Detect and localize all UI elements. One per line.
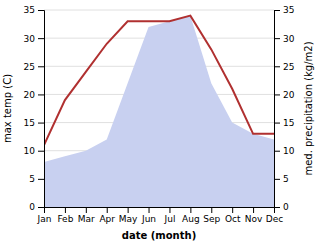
tick: 20	[274, 90, 295, 100]
tick-label: Nov	[245, 214, 263, 224]
axis-line	[275, 11, 281, 208]
tick-label: Feb	[57, 214, 73, 224]
tick-label: 25	[283, 62, 294, 72]
tick-label: 0	[283, 202, 289, 212]
tick-mark	[274, 123, 280, 124]
tick: Jul	[164, 207, 176, 224]
tick-mark	[38, 38, 44, 39]
tick-mark	[274, 179, 280, 180]
tick-label: 10	[283, 146, 295, 156]
y-axis-title: max temp (C)	[2, 74, 13, 143]
tick-label: Dec	[266, 214, 283, 224]
tick-label: Sep	[203, 214, 220, 224]
tick-label: May	[119, 214, 138, 224]
tick: 5	[29, 174, 44, 184]
tick-mark	[274, 66, 280, 67]
tick-label: 15	[283, 118, 294, 128]
tick: Jan	[37, 207, 52, 224]
tick-mark	[38, 123, 44, 124]
tick: 35	[24, 5, 44, 15]
tick-mark	[274, 38, 280, 39]
tick-label: 35	[283, 5, 294, 15]
tick-label: 35	[24, 5, 35, 15]
tick-mark	[38, 151, 44, 152]
precip-area	[44, 16, 274, 207]
tick: Sep	[203, 207, 220, 224]
x-axis-title: date (month)	[122, 230, 196, 241]
tick-mark	[38, 179, 44, 180]
tick-label: 15	[24, 118, 35, 128]
tick: May	[119, 207, 138, 224]
tick-mark	[232, 207, 233, 213]
marks	[44, 16, 274, 207]
y2-axis-title: med. precipitation (kg/m2)	[303, 41, 314, 175]
tick-label: 5	[29, 174, 35, 184]
tick: Dec	[266, 207, 283, 224]
tick: 30	[274, 34, 295, 44]
tick-mark	[107, 207, 108, 213]
tick: Jun	[141, 207, 156, 224]
tick: 0	[29, 202, 44, 212]
axis-line	[45, 208, 275, 214]
tick: Apr	[99, 207, 115, 224]
tick: Mar	[78, 207, 95, 224]
tick: 10	[24, 146, 44, 156]
tick-label: Jul	[164, 214, 176, 224]
tick-label: 5	[283, 174, 289, 184]
tick: 15	[274, 118, 294, 128]
tick-mark	[190, 207, 191, 213]
tick-mark	[274, 94, 280, 95]
tick-label: Jan	[37, 214, 52, 224]
tick-mark	[128, 207, 129, 213]
tick: Nov	[245, 207, 263, 224]
tick-label: 30	[283, 34, 295, 44]
tick-label: Jun	[141, 214, 156, 224]
tick-label: 20	[24, 90, 36, 100]
tick-mark	[38, 66, 44, 67]
tick-mark	[38, 94, 44, 95]
tick-label: Oct	[225, 214, 241, 224]
tick-mark	[38, 207, 44, 208]
tick: 0	[274, 202, 289, 212]
tick: Aug	[182, 207, 200, 224]
chart: JanFebMarAprMayJunJulAugSepOctNovDec0510…	[0, 0, 318, 247]
y2-axis: 0 5 10 15 20 25 30 35	[274, 5, 295, 212]
y-axis: 0 5 10 15 20 25 30 35	[24, 5, 45, 212]
tick: 25	[24, 62, 44, 72]
tick-label: Mar	[78, 214, 95, 224]
tick-label: Apr	[99, 214, 115, 224]
tick-label: 0	[29, 202, 35, 212]
tick-mark	[274, 10, 280, 11]
tick: 35	[274, 5, 294, 15]
tick-mark	[86, 207, 87, 213]
tick-mark	[65, 207, 66, 213]
tick: 30	[24, 34, 44, 44]
tick: 5	[274, 174, 289, 184]
tick-mark	[169, 207, 170, 213]
grid-line	[44, 10, 274, 11]
grid	[44, 10, 274, 207]
temp-line	[44, 16, 274, 145]
tick: 20	[24, 90, 44, 100]
tick: 10	[274, 146, 295, 156]
plot: JanFebMarAprMayJunJulAugSepOctNovDec0510…	[24, 5, 295, 224]
tick-label: 30	[24, 34, 36, 44]
x-axis: Jan Feb Mar Apr MayJun Jul AugSep Oct NovDec	[37, 207, 284, 224]
tick-mark	[38, 10, 44, 11]
tick-label: 20	[283, 90, 295, 100]
tick-label: Aug	[182, 214, 200, 224]
tick-mark	[274, 151, 280, 152]
tick-mark	[211, 207, 212, 213]
tick-mark	[253, 207, 254, 213]
axis-line	[38, 11, 45, 208]
tick-mark	[274, 207, 280, 208]
tick: Feb	[57, 207, 73, 224]
tick-label: 10	[24, 146, 36, 156]
tick: 25	[274, 62, 294, 72]
tick-mark	[149, 207, 150, 213]
tick: Oct	[225, 207, 241, 224]
tick-label: 25	[24, 62, 35, 72]
tick: 15	[24, 118, 44, 128]
